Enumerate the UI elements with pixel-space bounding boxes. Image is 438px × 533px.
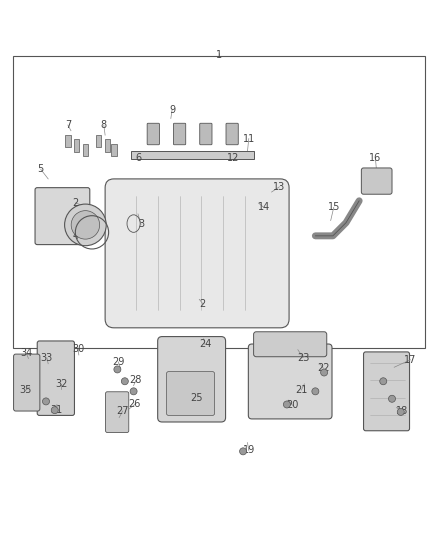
FancyBboxPatch shape: [37, 341, 74, 415]
Text: 14: 14: [258, 203, 270, 212]
Text: 9: 9: [169, 104, 175, 115]
Bar: [96, 135, 101, 147]
Text: 13: 13: [273, 182, 286, 192]
Circle shape: [397, 408, 404, 415]
Text: 25: 25: [190, 393, 202, 403]
Bar: [111, 144, 117, 156]
Circle shape: [389, 395, 396, 402]
Text: 22: 22: [317, 363, 329, 373]
Text: 19: 19: [243, 446, 255, 456]
Ellipse shape: [71, 211, 99, 239]
Text: 10: 10: [199, 125, 211, 135]
Text: 27: 27: [117, 406, 129, 416]
Text: 20: 20: [286, 400, 299, 410]
Text: 34: 34: [20, 348, 32, 358]
FancyBboxPatch shape: [248, 344, 332, 419]
Circle shape: [283, 401, 290, 408]
Text: 30: 30: [72, 344, 84, 354]
FancyBboxPatch shape: [35, 188, 90, 245]
Bar: [65, 135, 71, 147]
FancyBboxPatch shape: [14, 354, 40, 411]
Text: 24: 24: [199, 340, 211, 350]
Text: 2: 2: [200, 298, 206, 309]
FancyBboxPatch shape: [147, 123, 159, 145]
Text: 35: 35: [19, 385, 32, 395]
Text: 23: 23: [297, 353, 309, 362]
Text: 4: 4: [73, 231, 79, 241]
Circle shape: [130, 388, 137, 395]
Text: 3: 3: [138, 220, 144, 229]
Circle shape: [321, 369, 328, 376]
Circle shape: [121, 378, 128, 385]
Text: 12: 12: [227, 153, 239, 163]
Text: 18: 18: [396, 406, 408, 416]
Bar: [74, 140, 79, 152]
Text: 33: 33: [41, 353, 53, 362]
FancyBboxPatch shape: [105, 179, 289, 328]
FancyBboxPatch shape: [200, 123, 212, 145]
FancyBboxPatch shape: [254, 332, 327, 357]
Text: 6: 6: [135, 153, 141, 163]
FancyBboxPatch shape: [364, 352, 410, 431]
Circle shape: [42, 398, 49, 405]
Text: 17: 17: [404, 355, 417, 365]
Bar: [83, 144, 88, 156]
Text: 2: 2: [72, 198, 78, 208]
Bar: [13, 56, 425, 348]
Circle shape: [240, 448, 247, 455]
Ellipse shape: [64, 204, 106, 246]
Text: 8: 8: [101, 120, 107, 130]
Text: 1: 1: [216, 50, 222, 60]
Circle shape: [312, 388, 319, 395]
Circle shape: [114, 366, 121, 373]
Text: 21: 21: [295, 385, 307, 395]
Text: 15: 15: [328, 203, 340, 212]
Bar: [105, 140, 110, 152]
Text: 11: 11: [243, 134, 255, 143]
Text: 26: 26: [129, 399, 141, 409]
FancyBboxPatch shape: [173, 123, 186, 145]
FancyBboxPatch shape: [166, 372, 215, 415]
Circle shape: [51, 407, 58, 414]
Text: 16: 16: [369, 153, 381, 163]
Text: 5: 5: [38, 164, 44, 174]
Text: 28: 28: [130, 375, 142, 385]
Text: 32: 32: [55, 379, 67, 389]
Text: 7: 7: [65, 120, 71, 130]
FancyBboxPatch shape: [361, 168, 392, 194]
FancyBboxPatch shape: [106, 392, 129, 432]
Bar: [131, 151, 254, 159]
Circle shape: [380, 378, 387, 385]
Text: 29: 29: [112, 357, 124, 367]
FancyBboxPatch shape: [158, 336, 226, 422]
Text: 31: 31: [50, 405, 62, 415]
FancyBboxPatch shape: [226, 123, 238, 145]
